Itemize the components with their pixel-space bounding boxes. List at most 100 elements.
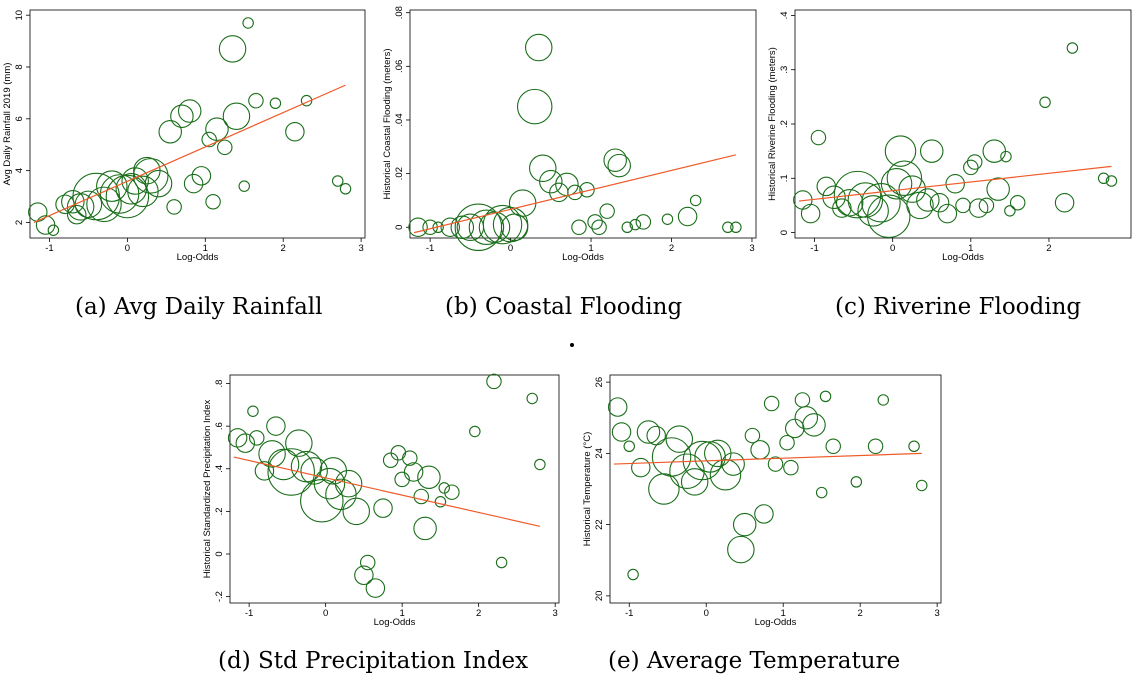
data-point: [794, 392, 811, 408]
plot-frame: [29, 9, 366, 239]
data-point: [877, 394, 890, 406]
panel-average-temperature: -1 0 1 2 3 20 22 24 26 Log-Odds Historical Tempera…: [575, 365, 945, 635]
data-point: [591, 219, 607, 236]
data-point: [677, 206, 698, 227]
data-point: [665, 425, 694, 453]
data-point: [621, 221, 634, 234]
data-point: [906, 191, 934, 220]
data-point: [359, 554, 376, 571]
data-point: [750, 440, 770, 460]
data-point: [382, 452, 399, 468]
data-point: [74, 190, 103, 219]
data-point: [177, 99, 202, 123]
data-point: [794, 405, 819, 430]
data-point: [571, 219, 587, 236]
data-point: [440, 217, 460, 238]
x-tick-label: 1: [781, 608, 786, 619]
plot-frame: [609, 374, 942, 604]
data-point: [646, 425, 666, 446]
data-point: [300, 94, 313, 107]
x-axis-title: Log-Odds: [562, 252, 604, 263]
y-tick-label: -.2: [214, 591, 225, 602]
data-point: [825, 438, 841, 455]
x-tick-label: 2: [669, 243, 674, 254]
data-point: [978, 197, 995, 214]
data-point: [166, 199, 182, 215]
data-point: [205, 117, 229, 141]
data-point: [394, 471, 410, 488]
x-axis-title: Log-Odds: [177, 252, 219, 263]
data-point: [763, 395, 780, 412]
y-tick-label: .3: [779, 66, 790, 74]
data-point: [635, 214, 652, 230]
data-point: [242, 17, 254, 29]
data-point: [850, 476, 863, 488]
x-tick-label: 2: [1046, 243, 1051, 254]
data-point: [72, 172, 120, 221]
y-tick-label: 22: [594, 519, 605, 530]
data-point: [721, 452, 745, 476]
data-point: [47, 224, 60, 236]
data-point: [269, 97, 282, 110]
data-point: [966, 154, 983, 170]
panel-riverine-flooding: -1 0 1 2 0 .1 .2 .3 .4 Log-Odds Historical Riverin…: [765, 0, 1133, 270]
y-axis-title: Avg Daily Rainfall 2019 (mm): [2, 63, 13, 186]
data-point: [249, 430, 265, 446]
data-point: [945, 173, 965, 194]
data-point: [516, 88, 553, 125]
caption-riverine-flooding: (c) Riverine Flooding: [835, 294, 1082, 320]
data-point: [986, 177, 1010, 201]
data-point: [526, 392, 538, 405]
data-point: [96, 170, 128, 202]
panel-avg-daily-rainfall: -1 0 1 2 3 2 4 6 8 10 Log-Odds Avg Daily Rainfall 2…: [0, 0, 370, 270]
data-point: [636, 420, 661, 444]
x-tick-label: 2: [281, 243, 286, 254]
data-point: [217, 139, 233, 156]
data-point: [266, 416, 286, 436]
x-tick-label: 0: [508, 243, 513, 254]
data-point: [599, 203, 615, 219]
x-tick-label: 3: [935, 608, 940, 619]
data-point: [66, 204, 87, 225]
data-point: [1105, 175, 1118, 187]
data-point: [342, 497, 370, 526]
data-point: [469, 425, 481, 438]
chart-avg-daily-rainfall: -1 0 1 2 3 2 4 6 8 10 Log-Odds Avg Daily Rainfall 2…: [2, 9, 366, 263]
data-point: [238, 180, 250, 192]
data-point: [727, 535, 755, 564]
data-point: [133, 158, 169, 194]
data-point: [434, 496, 447, 508]
data-point: [61, 189, 85, 214]
x-axis-title: Log-Odds: [942, 252, 984, 263]
data-point: [555, 172, 579, 197]
data-point: [1039, 96, 1051, 109]
y-tick-label: 4: [14, 168, 25, 173]
data-point: [880, 167, 913, 200]
data-point: [968, 198, 989, 218]
data-point: [867, 194, 911, 239]
data-point: [417, 465, 441, 490]
panel-std-precipitation-index: -1 0 1 2 3 -.2 0 .2 .4 .6 .8 Log-Odds Historical Sta…: [195, 365, 565, 635]
data-point: [468, 209, 505, 246]
data-point: [579, 181, 595, 198]
data-point: [170, 104, 194, 128]
y-tick-label: 26: [594, 377, 605, 388]
data-point: [254, 461, 275, 481]
x-tick-label: 2: [858, 608, 863, 619]
y-tick-label: .1: [779, 174, 790, 182]
data-point: [800, 203, 821, 224]
data-point: [486, 373, 502, 390]
data-point: [247, 405, 259, 417]
data-point: [235, 433, 256, 453]
x-tick-label: -1: [810, 243, 818, 254]
y-tick-label: 8: [14, 64, 25, 69]
data-point: [482, 204, 523, 245]
fit-line: [798, 165, 1112, 202]
data-point: [627, 568, 639, 581]
data-point: [248, 92, 264, 109]
data-point: [403, 462, 424, 482]
fit-line: [613, 452, 922, 465]
data-point: [955, 197, 971, 214]
data-point: [730, 221, 742, 234]
